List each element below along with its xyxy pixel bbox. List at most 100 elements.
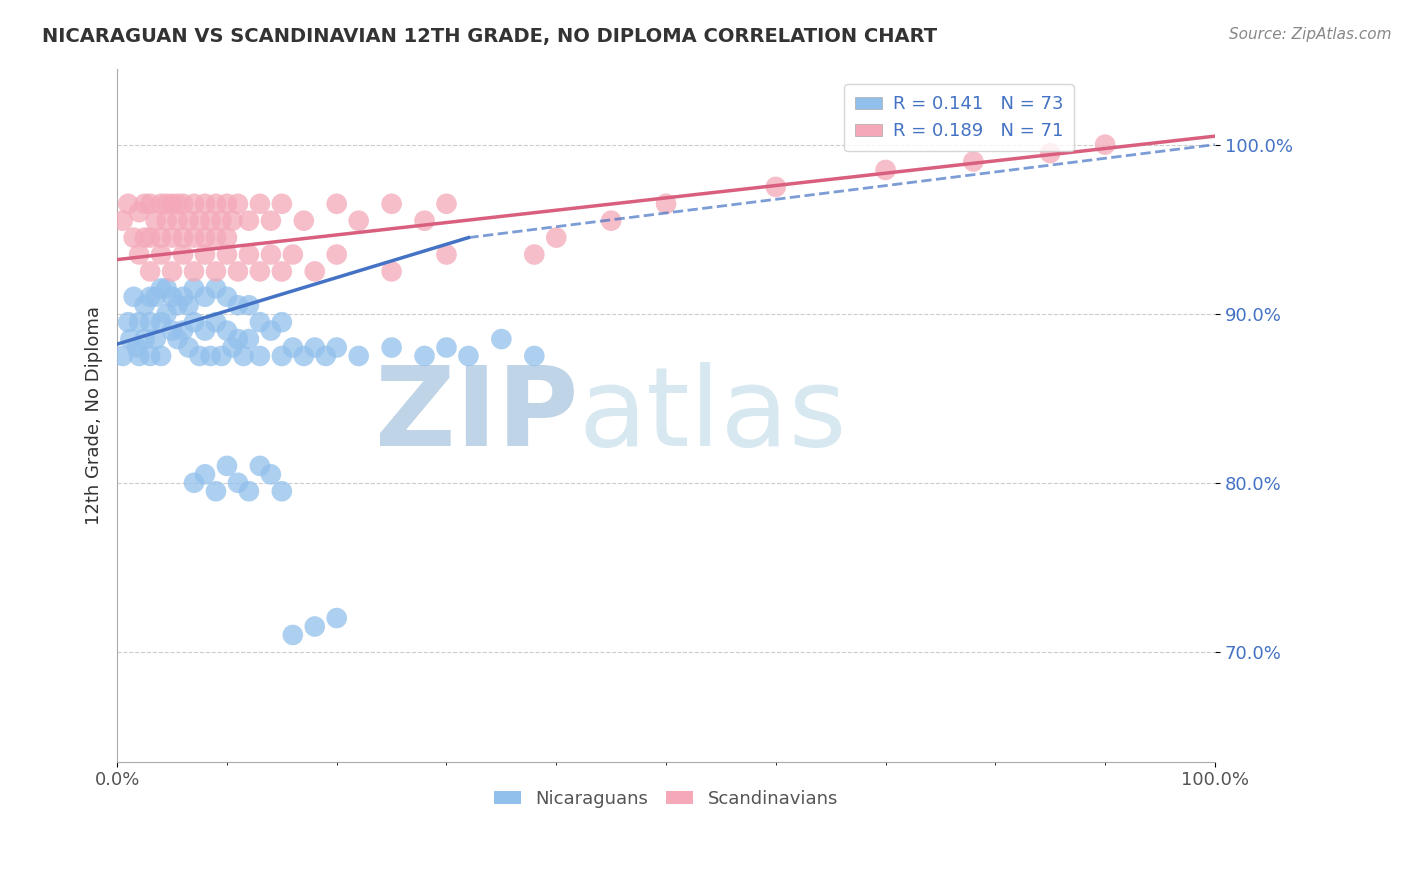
Legend: Nicaraguans, Scandinavians: Nicaraguans, Scandinavians [486, 782, 845, 815]
Point [260, 467, 283, 482]
Point [1039, 146, 1062, 161]
Point [381, 264, 404, 278]
Point [134, 196, 156, 211]
Point [160, 230, 183, 244]
Point [436, 196, 458, 211]
Point [200, 349, 222, 363]
Point [160, 290, 183, 304]
Point [221, 341, 243, 355]
Point [155, 281, 177, 295]
Point [270, 349, 292, 363]
Point [226, 475, 249, 490]
Point [238, 484, 260, 499]
Point [260, 213, 283, 227]
Point [166, 196, 188, 211]
Point [215, 290, 238, 304]
Text: ZIP: ZIP [375, 361, 578, 468]
Point [215, 196, 238, 211]
Point [183, 230, 205, 244]
Point [139, 196, 162, 211]
Point [145, 332, 167, 346]
Point [134, 230, 156, 244]
Point [238, 332, 260, 346]
Point [962, 154, 984, 169]
Point [139, 264, 162, 278]
Point [226, 196, 249, 211]
Point [1094, 137, 1116, 152]
Point [155, 307, 177, 321]
Point [134, 298, 156, 312]
Point [150, 230, 173, 244]
Point [183, 315, 205, 329]
Point [249, 264, 271, 278]
Point [226, 264, 249, 278]
Point [194, 290, 217, 304]
Point [436, 341, 458, 355]
Point [177, 341, 200, 355]
Point [215, 458, 238, 473]
Point [139, 349, 162, 363]
Point [347, 213, 370, 227]
Point [194, 196, 217, 211]
Text: Source: ZipAtlas.com: Source: ZipAtlas.com [1229, 27, 1392, 42]
Point [600, 213, 623, 227]
Point [160, 324, 183, 338]
Point [139, 315, 162, 329]
Point [546, 230, 568, 244]
Point [166, 332, 188, 346]
Point [150, 281, 173, 295]
Point [260, 247, 283, 261]
Point [381, 341, 404, 355]
Point [413, 213, 436, 227]
Point [270, 196, 292, 211]
Point [205, 196, 228, 211]
Point [128, 349, 150, 363]
Point [249, 196, 271, 211]
Point [128, 315, 150, 329]
Point [205, 264, 228, 278]
Point [200, 213, 222, 227]
Point [155, 196, 177, 211]
Point [211, 349, 233, 363]
Point [145, 213, 167, 227]
Point [221, 213, 243, 227]
Point [325, 611, 347, 625]
Text: NICARAGUAN VS SCANDINAVIAN 12TH GRADE, NO DIPLOMA CORRELATION CHART: NICARAGUAN VS SCANDINAVIAN 12TH GRADE, N… [42, 27, 938, 45]
Point [655, 196, 678, 211]
Point [125, 341, 148, 355]
Point [304, 619, 326, 633]
Point [194, 324, 217, 338]
Point [139, 290, 162, 304]
Point [215, 230, 238, 244]
Point [177, 298, 200, 312]
Point [177, 213, 200, 227]
Point [145, 290, 167, 304]
Point [188, 213, 211, 227]
Point [205, 230, 228, 244]
Point [183, 196, 205, 211]
Point [215, 324, 238, 338]
Point [249, 315, 271, 329]
Point [117, 315, 139, 329]
Point [491, 332, 513, 346]
Point [457, 349, 479, 363]
Point [183, 475, 205, 490]
Point [194, 467, 217, 482]
Point [139, 230, 162, 244]
Point [205, 315, 228, 329]
Point [205, 484, 228, 499]
Point [155, 213, 177, 227]
Point [875, 163, 897, 178]
Point [111, 349, 134, 363]
Point [315, 349, 337, 363]
Point [160, 264, 183, 278]
Point [188, 349, 211, 363]
Point [381, 196, 404, 211]
Point [160, 196, 183, 211]
Point [281, 341, 304, 355]
Point [347, 349, 370, 363]
Point [325, 196, 347, 211]
Point [172, 324, 194, 338]
Point [292, 213, 315, 227]
Point [215, 247, 238, 261]
